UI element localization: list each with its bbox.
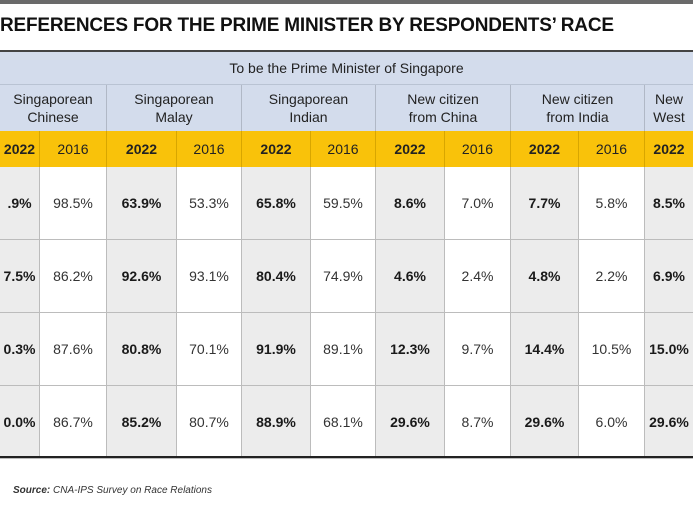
table-cell: 29.6%	[376, 386, 445, 458]
group-header: Singaporean Chinese	[0, 85, 107, 131]
year-header: 2016	[445, 131, 511, 167]
group-line2: West	[653, 109, 685, 125]
source-text: CNA-IPS Survey on Race Relations	[53, 485, 212, 496]
group-header: New West	[645, 85, 693, 131]
table-cell: 92.6%	[107, 240, 177, 312]
table-cell: 4.8%	[511, 240, 579, 312]
table-cell: 85.2%	[107, 386, 177, 458]
group-line1: New citizen	[407, 91, 479, 107]
table-cell: 89.1%	[311, 313, 376, 385]
year-header: 2016	[40, 131, 107, 167]
table-cell: 7.5%	[0, 240, 40, 312]
table-cell: 8.6%	[376, 167, 445, 239]
source-note: Source: CNA-IPS Survey on Race Relations	[13, 485, 212, 496]
table-cell: 8.5%	[645, 167, 693, 239]
table-cell: 7.7%	[511, 167, 579, 239]
table-cell: 14.4%	[511, 313, 579, 385]
table-cell: 8.7%	[445, 386, 511, 458]
table-row: 0.3% 87.6% 80.8% 70.1% 91.9% 89.1% 12.3% 9.7% 14…	[0, 313, 693, 386]
group-line1: Singaporean	[13, 91, 93, 107]
table-cell: 87.6%	[40, 313, 107, 385]
group-line1: Singaporean	[134, 91, 214, 107]
year-header: 2022	[242, 131, 311, 167]
table-cell: 6.9%	[645, 240, 693, 312]
group-line1: Singaporean	[268, 91, 349, 107]
table-cell: 6.0%	[579, 386, 645, 458]
table-body: .9% 98.5% 63.9% 53.3% 65.8% 59.5% 8.6% 7.0% 7.7%…	[0, 167, 693, 459]
table-cell: 15.0%	[645, 313, 693, 385]
table-cell: 70.1%	[177, 313, 242, 385]
table-cell: 7.0%	[445, 167, 511, 239]
table-cell: 93.1%	[177, 240, 242, 312]
table-cell: 86.2%	[40, 240, 107, 312]
table-cell: 74.9%	[311, 240, 376, 312]
table-row: .9% 98.5% 63.9% 53.3% 65.8% 59.5% 8.6% 7.0% 7.7%…	[0, 167, 693, 240]
table-cell: 80.4%	[242, 240, 311, 312]
table-cell: 53.3%	[177, 167, 242, 239]
group-line1: New citizen	[541, 91, 614, 107]
title-divider	[0, 50, 693, 52]
group-line2: from India	[546, 109, 609, 125]
table-cell: 12.3%	[376, 313, 445, 385]
table-row: 0.0% 86.7% 85.2% 80.7% 88.9% 68.1% 29.6% 8.7% 29…	[0, 386, 693, 459]
group-line1: New	[654, 91, 683, 107]
year-header: 2022	[107, 131, 177, 167]
group-header: Singaporean Indian	[242, 85, 376, 131]
table-cell: 4.6%	[376, 240, 445, 312]
table-cell: 9.7%	[445, 313, 511, 385]
table-cell: 2.2%	[579, 240, 645, 312]
source-label: Source:	[13, 485, 51, 496]
year-header: 2016	[579, 131, 645, 167]
year-header: 2022	[376, 131, 445, 167]
top-bar	[0, 0, 693, 4]
group-header: New citizen from China	[376, 85, 511, 131]
table-cell: 10.5%	[579, 313, 645, 385]
table-cell: 86.7%	[40, 386, 107, 458]
super-header-text: To be the Prime Minister of Singapore	[229, 60, 464, 76]
year-header: 2022	[653, 141, 685, 157]
group-header: New citizen from India	[511, 85, 645, 131]
table-cell: 88.9%	[242, 386, 311, 458]
table-cell: 0.0%	[0, 386, 40, 458]
group-line2: from China	[408, 109, 478, 125]
year-header: 2022	[511, 131, 579, 167]
table-cell: 98.5%	[40, 167, 107, 239]
year-header: 2016	[311, 131, 376, 167]
table-cell: 5.8%	[579, 167, 645, 239]
table-cell: 59.5%	[311, 167, 376, 239]
table-cell: 65.8%	[242, 167, 311, 239]
table-cell: 68.1%	[311, 386, 376, 458]
table-cell: .9%	[0, 167, 40, 239]
table-cell: 63.9%	[107, 167, 177, 239]
group-line2: Indian	[289, 109, 328, 125]
table-cell: 80.7%	[177, 386, 242, 458]
group-header: Singaporean Malay	[107, 85, 242, 131]
super-header: To be the Prime Minister of Singapore	[0, 52, 693, 85]
table-row: 7.5% 86.2% 92.6% 93.1% 80.4% 74.9% 4.6% 2.4% 4.8…	[0, 240, 693, 313]
table-cell: 29.6%	[511, 386, 579, 458]
table-cell: 80.8%	[107, 313, 177, 385]
group-line2: Chinese	[27, 109, 79, 125]
year-header-row: 2022 2016 2022 2016 2022 2016 2022 2016 2022 2016…	[0, 131, 693, 167]
table-cell: 91.9%	[242, 313, 311, 385]
table-cell: 0.3%	[0, 313, 40, 385]
year-header: 2016	[177, 131, 242, 167]
page-title: REFERENCES FOR THE PRIME MINISTER BY RES…	[0, 15, 614, 36]
group-line2: Malay	[155, 109, 193, 125]
table-cell: 29.6%	[645, 386, 693, 458]
table-cell: 2.4%	[445, 240, 511, 312]
group-header-row: Singaporean Chinese Singaporean Malay Singap…	[0, 85, 693, 131]
table-bottom-rule	[0, 456, 693, 458]
year-header: 2022	[0, 131, 40, 167]
